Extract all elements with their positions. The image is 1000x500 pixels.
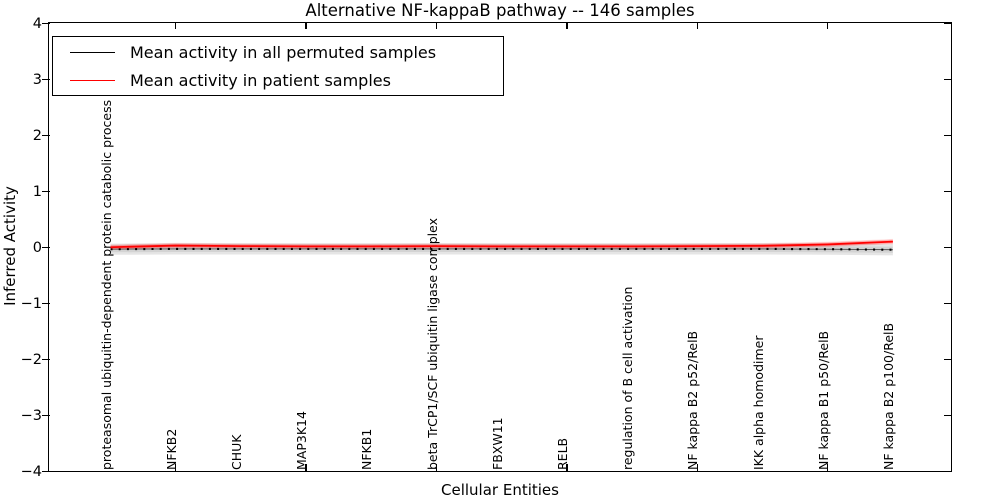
y-tick-mark-left	[42, 134, 50, 137]
x-category-label: regulation of B cell activation	[620, 286, 636, 470]
x-category-label: MAP3K14	[294, 411, 310, 470]
patient-line-swatch	[70, 79, 115, 81]
y-tick-label: −2	[20, 351, 42, 368]
x-category-label: NF kappa B2 p100/RelB	[880, 322, 896, 470]
x-axis-label: Cellular Entities	[441, 481, 559, 499]
y-tick-mark-left	[42, 78, 50, 81]
x-category-label: RELB	[554, 437, 570, 470]
permuted-line-swatch	[70, 51, 115, 53]
x-tick-mark-top	[175, 22, 177, 29]
y-tick-label: −1	[20, 295, 42, 312]
x-category-label: NFKB2	[163, 428, 179, 470]
x-category-label: NF kappa B2 p52/RelB	[685, 330, 701, 470]
x-category-label: NF kappa B1 p50/RelB	[815, 330, 831, 470]
legend-entry-patient: Mean activity in patient samples	[53, 69, 503, 91]
x-category-label: beta TrCP1/SCF ubiquitin ligase complex	[424, 218, 440, 470]
y-tick-mark-right	[944, 302, 951, 305]
y-tick-label: 3	[32, 71, 42, 88]
chart-title: Alternative NF-kappaB pathway -- 146 sam…	[305, 1, 695, 20]
y-tick-label: −4	[20, 463, 42, 480]
y-tick-mark-right	[944, 414, 951, 417]
y-tick-mark-right	[944, 470, 951, 473]
x-tick-mark-top	[696, 22, 698, 29]
y-tick-mark-left	[42, 414, 50, 417]
y-tick-label: 0	[32, 239, 42, 256]
y-tick-label: 4	[32, 15, 42, 32]
x-tick-mark-bottom	[827, 464, 829, 471]
y-tick-mark-right	[944, 78, 951, 81]
x-tick-mark-bottom	[175, 464, 177, 471]
x-tick-mark-bottom	[696, 464, 698, 471]
y-tick-mark-left	[42, 190, 50, 193]
x-tick-mark-top	[566, 22, 568, 29]
y-tick-mark-right	[944, 22, 951, 25]
x-tick-mark-bottom	[305, 464, 307, 471]
x-category-label: CHUK	[228, 434, 244, 470]
x-category-label: NFKB1	[359, 428, 375, 470]
x-tick-mark-top	[305, 22, 307, 29]
y-tick-label: 1	[32, 183, 42, 200]
y-tick-mark-right	[944, 358, 951, 361]
y-tick-mark-left	[42, 470, 50, 473]
legend-label-permuted: Mean activity in all permuted samples	[130, 42, 437, 62]
x-category-label: FBXW11	[489, 417, 505, 470]
x-category-label: proteasomal ubiquitin-dependent protein …	[98, 99, 114, 470]
y-tick-mark-right	[944, 134, 951, 137]
x-tick-mark-top	[435, 22, 438, 29]
y-tick-mark-right	[944, 246, 951, 249]
legend-entry-permuted: Mean activity in all permuted samples	[53, 41, 503, 63]
y-tick-label: 2	[32, 127, 42, 144]
x-tick-mark-bottom	[566, 464, 568, 471]
x-tick-mark-top	[827, 22, 829, 29]
y-tick-mark-right	[944, 190, 951, 193]
y-tick-mark-left	[42, 358, 50, 361]
legend-label-patient: Mean activity in patient samples	[130, 70, 391, 90]
x-category-label: IKK alpha homodimer	[750, 335, 766, 471]
y-tick-mark-left	[42, 246, 50, 249]
y-tick-mark-left	[42, 22, 50, 25]
y-tick-mark-left	[42, 302, 50, 305]
legend: Mean activity in all permuted samples Me…	[52, 36, 504, 96]
y-tick-label: −3	[20, 407, 42, 424]
x-tick-mark-bottom	[435, 464, 438, 471]
